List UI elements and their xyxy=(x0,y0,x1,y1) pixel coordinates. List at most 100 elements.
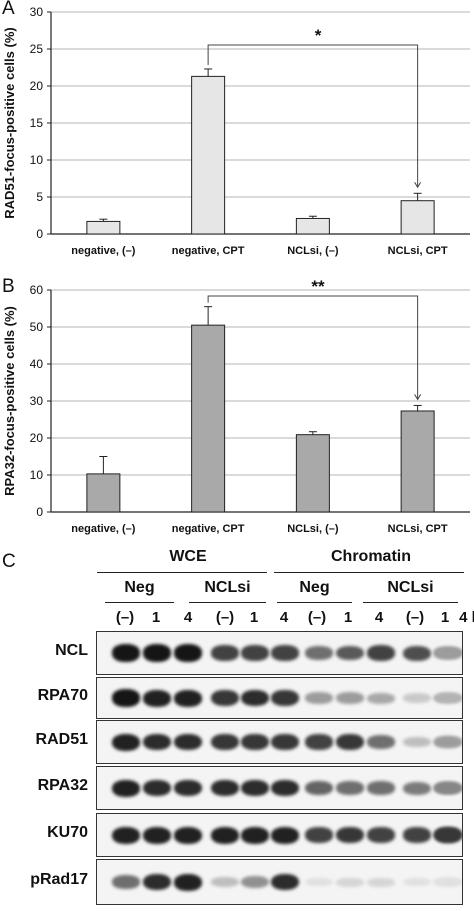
subgroup-header: NCLsi xyxy=(387,579,434,596)
blot-band xyxy=(367,781,395,795)
blot-band xyxy=(434,692,462,704)
lane-label: (–) xyxy=(405,609,425,626)
blot-band xyxy=(174,826,202,844)
lane-label: 4 xyxy=(279,609,289,626)
blot-band xyxy=(211,645,239,661)
y-tick-label: 10 xyxy=(30,468,44,482)
lane-label: 4 xyxy=(374,609,384,626)
y-tick-label: 60 xyxy=(30,283,44,297)
blot-band xyxy=(112,826,140,844)
blot-band xyxy=(112,689,140,707)
category-label: NCLsi, (–) xyxy=(287,523,339,535)
lane-label: 4 h xyxy=(459,609,474,626)
panel-label-c: C xyxy=(2,551,16,572)
blot-band xyxy=(336,692,364,704)
bar xyxy=(400,200,435,235)
blot-band xyxy=(174,689,202,707)
blot-band xyxy=(143,779,171,797)
group-underline xyxy=(274,572,464,573)
blot-band xyxy=(336,827,364,843)
subgroup-underline xyxy=(189,602,266,603)
blot-row-label: RAD51 xyxy=(35,731,88,748)
significance-label: * xyxy=(315,26,322,45)
blot-strip xyxy=(96,813,463,857)
subgroup-underline xyxy=(277,602,352,603)
y-tick-label: 0 xyxy=(36,227,43,241)
category-label: negative, (–) xyxy=(71,245,136,257)
y-tick-label: 25 xyxy=(30,42,44,56)
blot-band xyxy=(143,689,171,707)
subgroup-header: NCLsi xyxy=(204,579,251,596)
blot-band xyxy=(305,646,333,660)
significance-bracket xyxy=(207,44,419,188)
lane-label: 1 xyxy=(151,609,161,626)
subgroup-header: Neg xyxy=(124,579,155,596)
blot-band xyxy=(367,877,395,887)
blot-band xyxy=(434,736,462,748)
group-header: WCE xyxy=(169,548,207,565)
blot-band xyxy=(305,877,333,887)
blot-band xyxy=(211,877,239,887)
significance-bracket xyxy=(207,295,419,400)
blot-band xyxy=(174,644,202,662)
blot-band xyxy=(367,827,395,843)
subgroup-underline xyxy=(105,602,174,603)
blot-band xyxy=(305,734,333,750)
category-label: NCLsi, CPT xyxy=(388,245,448,257)
blot-band xyxy=(211,826,239,844)
blot-band xyxy=(434,781,462,795)
category-label: NCLsi, (–) xyxy=(287,245,339,257)
blot-band xyxy=(271,734,299,750)
y-tick-label: 5 xyxy=(36,190,43,204)
panel-label-b: B xyxy=(2,276,15,297)
blot-band xyxy=(271,873,299,891)
y-tick-label: 15 xyxy=(30,116,44,130)
blot-band xyxy=(241,689,269,707)
blot-band xyxy=(367,735,395,749)
category-label: negative, (–) xyxy=(71,523,136,535)
blot-band xyxy=(336,645,364,661)
blot-band xyxy=(434,827,462,843)
blot-band xyxy=(305,827,333,843)
blot-strip xyxy=(96,859,463,905)
blot-row-label: RPA70 xyxy=(37,687,88,704)
lane-label: 1 xyxy=(440,609,450,626)
blot-band xyxy=(143,644,171,662)
blot-band xyxy=(241,826,269,844)
y-axis-label: RPA32-focus-positive cells (%) xyxy=(2,306,17,496)
blot-band xyxy=(271,645,299,661)
y-tick-label: 20 xyxy=(30,431,44,445)
category-label: negative, CPT xyxy=(172,245,245,257)
lane-label: (–) xyxy=(215,609,235,626)
blot-band xyxy=(403,645,431,661)
blot-band xyxy=(271,690,299,706)
blot-band xyxy=(403,827,431,843)
lane-label: 1 xyxy=(343,609,353,626)
group-header: Chromatin xyxy=(331,548,411,565)
blot-strip xyxy=(96,766,463,810)
bar xyxy=(86,473,121,513)
lane-label: (–) xyxy=(307,609,327,626)
blot-band xyxy=(367,692,395,704)
category-label: NCLsi, CPT xyxy=(388,523,448,535)
blot-band xyxy=(403,877,431,887)
group-underline xyxy=(97,572,267,573)
blot-band xyxy=(211,734,239,750)
blot-band xyxy=(112,779,140,797)
blot-row-label: KU70 xyxy=(47,824,88,841)
blot-band xyxy=(143,733,171,751)
blot-band xyxy=(336,877,364,887)
blot-band xyxy=(336,781,364,795)
blot-band xyxy=(143,873,171,891)
y-tick-label: 40 xyxy=(30,357,44,371)
blot-band xyxy=(241,645,269,661)
bar xyxy=(295,434,330,513)
lane-label: 4 xyxy=(183,609,193,626)
blot-row-label: pRad17 xyxy=(30,871,88,888)
blot-band xyxy=(112,733,140,751)
blot-band xyxy=(271,826,299,844)
significance-arrow xyxy=(414,182,422,189)
blot-row-label: NCL xyxy=(55,642,88,659)
y-tick-label: 0 xyxy=(36,505,43,519)
